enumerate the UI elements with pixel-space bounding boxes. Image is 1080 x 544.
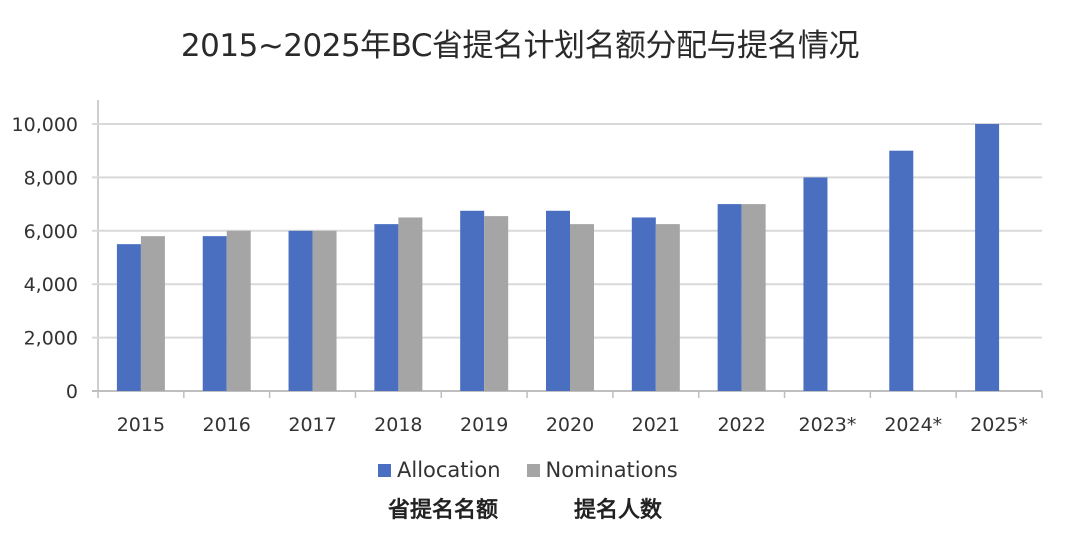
chart-title: 2015~2025年BC省提名计划名额分配与提名情况 xyxy=(180,28,860,64)
bar-nominations xyxy=(570,224,594,391)
x-tick-label: 2016 xyxy=(203,414,251,436)
y-tick-label: 6,000 xyxy=(24,221,78,243)
bar-nominations xyxy=(140,236,165,391)
x-tick-label: 2025* xyxy=(970,414,1028,436)
bar-allocation xyxy=(202,236,227,391)
legend-chinese-labels: 省提名名额 提名人数 xyxy=(388,492,662,524)
bar-nominations xyxy=(226,230,251,391)
bar-nominations xyxy=(484,216,509,391)
y-tick-label: 4,000 xyxy=(24,274,78,296)
x-tick-label: 2015 xyxy=(117,414,165,436)
y-tick-label: 10,000 xyxy=(12,114,78,136)
bar-allocation xyxy=(460,210,485,391)
legend-label-nominations: Nominations xyxy=(545,458,678,482)
bar-allocation xyxy=(717,204,742,391)
nominations-swatch-icon xyxy=(526,463,540,477)
y-tick-label: 2,000 xyxy=(24,328,78,350)
bar-allocation xyxy=(889,150,914,391)
x-tick-label: 2023* xyxy=(799,414,857,436)
legend-item-allocation: Allocation xyxy=(378,458,501,482)
bar-nominations xyxy=(655,224,680,391)
bar-nominations xyxy=(398,217,423,391)
bar-nominations xyxy=(741,204,766,391)
x-tick-label: 2021 xyxy=(632,414,680,436)
legend-item-nominations: Nominations xyxy=(526,458,678,482)
legend-cn-nominations: 提名人数 xyxy=(574,498,663,523)
x-tick-label: 2020 xyxy=(546,414,594,436)
legend: Allocation Nominations xyxy=(378,458,678,482)
legend-label-allocation: Allocation xyxy=(397,458,501,482)
bar-allocation xyxy=(288,230,313,391)
x-tick-label: 2019 xyxy=(460,414,508,436)
allocation-swatch-icon xyxy=(378,463,391,477)
x-tick-label: 2017 xyxy=(288,414,336,436)
bar-allocation xyxy=(546,210,570,391)
legend-cn-allocation: 省提名名额 xyxy=(388,498,499,523)
x-tick-label: 2022 xyxy=(717,414,765,436)
bar-nominations xyxy=(312,230,337,391)
y-tick-label: 8,000 xyxy=(24,167,78,189)
bar-allocation xyxy=(116,244,141,391)
bar-allocation xyxy=(374,224,399,391)
x-tick-label: 2018 xyxy=(374,414,422,436)
bar-allocation xyxy=(631,217,656,391)
x-tick-label: 2024* xyxy=(884,414,942,436)
bar-allocation xyxy=(975,124,1000,391)
bar-allocation xyxy=(803,177,828,391)
y-tick-label: 0 xyxy=(66,381,78,403)
